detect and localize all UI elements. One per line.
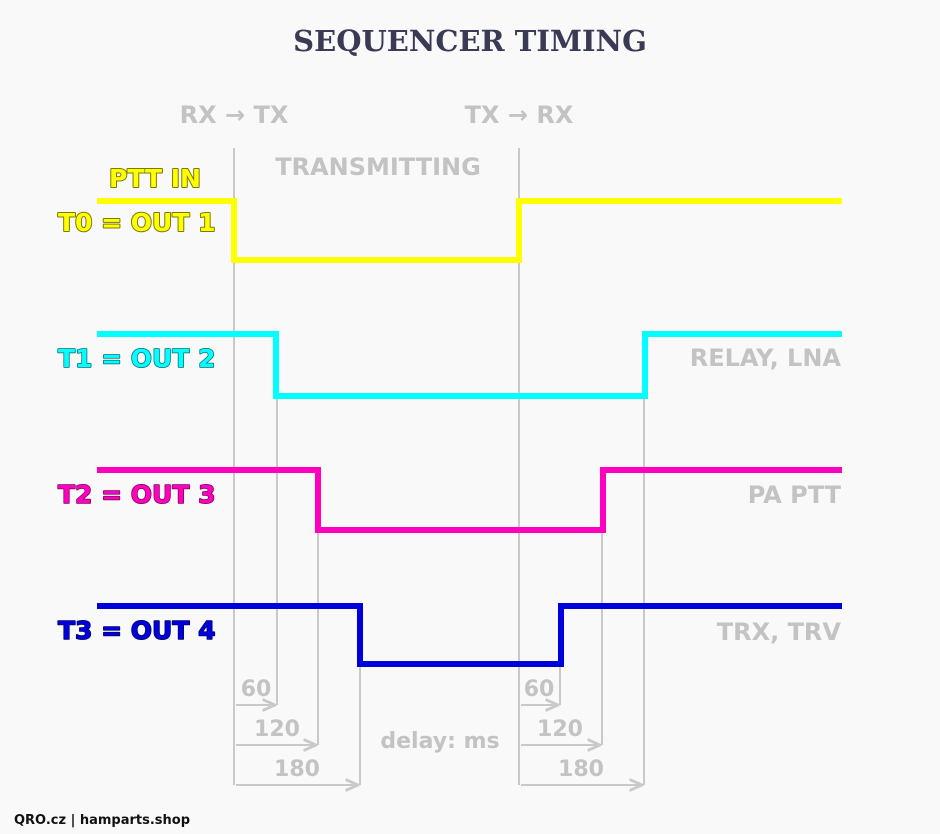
signal-note-t3: TRX, TRV bbox=[717, 618, 842, 646]
diagram-title: SEQUENCER TIMING bbox=[293, 24, 647, 58]
delay-off-60-value: 60 bbox=[524, 677, 555, 702]
signal-trace-t2 bbox=[97, 467, 842, 533]
transmitting-state-label: TRANSMITTING bbox=[275, 153, 481, 181]
event-tx-to-rx-label: TX → RX bbox=[465, 101, 574, 129]
signal-label-t2: T2 = OUT 3 bbox=[58, 480, 216, 509]
delay-off-180-value: 180 bbox=[558, 757, 604, 782]
signal-trace-t0 bbox=[97, 198, 842, 263]
delay-on-180-value: 180 bbox=[274, 757, 320, 782]
signal-label-t3: T3 = OUT 4 bbox=[58, 616, 216, 645]
footer-credit: QRO.cz | hamparts.shop bbox=[14, 813, 190, 828]
signal-label-t1: T1 = OUT 2 bbox=[58, 344, 216, 373]
signal-note-t2: PA PTT bbox=[748, 481, 842, 509]
signal-traces bbox=[97, 198, 842, 667]
guide-lines bbox=[233, 148, 645, 785]
delay-unit-caption: delay: ms bbox=[380, 729, 499, 754]
event-rx-to-tx-label: RX → TX bbox=[180, 101, 289, 129]
signal-sublabel-ptt-in: PTT IN bbox=[109, 164, 201, 193]
signal-trace-t3 bbox=[97, 603, 842, 667]
delay-on-120-value: 120 bbox=[254, 717, 300, 742]
signal-label-t0: T0 = OUT 1 bbox=[58, 208, 216, 237]
signal-trace-t1 bbox=[97, 331, 842, 399]
signal-note-t1: RELAY, LNA bbox=[690, 344, 842, 372]
delay-off-120-value: 120 bbox=[537, 717, 583, 742]
delay-arrows bbox=[236, 705, 642, 785]
delay-on-60-value: 60 bbox=[241, 677, 272, 702]
